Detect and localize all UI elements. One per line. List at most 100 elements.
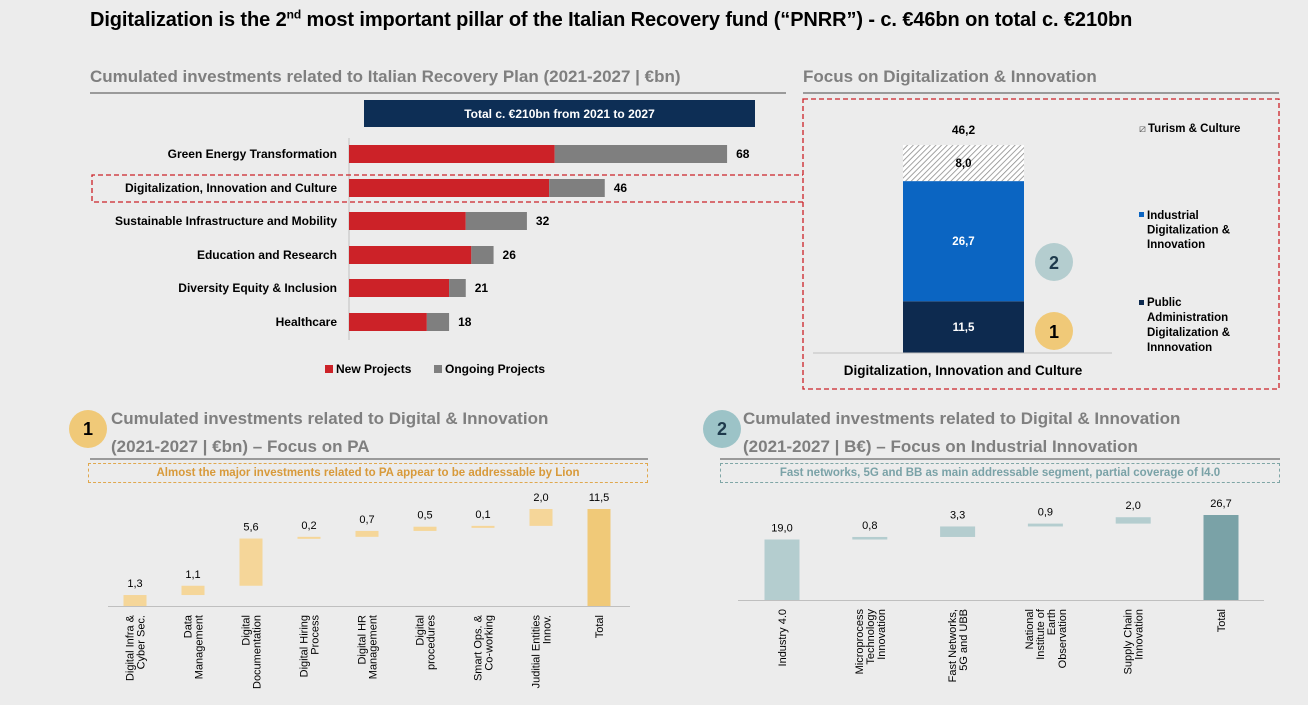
waterfall-value-label: 5,6 [243,522,258,534]
category-label-line: Total [1216,609,1228,632]
total-value-label: 68 [736,147,750,161]
bar-ongoing-projects [549,179,605,197]
waterfall-category-label: Supply ChainInnovation [1123,609,1146,674]
waterfall-category-label: MicroprocessTechnologyInnovation [854,609,888,675]
waterfall-value-label: 1,1 [185,569,200,581]
bar-new-projects [349,145,555,163]
category-label-line: Co-working [484,615,496,671]
waterfall-bar [764,539,800,600]
category-label: Digitalization, Innovation and Culture [125,181,337,195]
waterfall-value-label: 1,3 [127,578,142,590]
waterfall-category-label: DigitalDocumentation [241,615,264,689]
legend-marker-turism: ⧄ [1139,123,1146,135]
category-label-line: Innovation [1134,609,1146,660]
left-section-rule [90,92,786,94]
legend-swatch-ongoing [434,365,442,373]
waterfall-value-label: 2,0 [1126,500,1141,512]
legend-label-industrial: Digitalization & [1147,225,1230,237]
waterfall-category-label: NationalInstitute ofEarthObservation [1024,608,1069,668]
total-banner-label: Total c. €210bn from 2021 to 2027 [464,107,655,121]
industrial-section-title: Cumulated investments related to Digital… [743,405,1180,461]
waterfall-category-label: Total [1216,609,1228,632]
total-value-label: 32 [536,214,550,228]
legend-label-new: New Projects [336,362,412,376]
focus-dashed-frame [802,98,1280,390]
waterfall-value-label: 19,0 [771,523,792,535]
waterfall-category-label: Digitalprocedures [415,615,438,671]
waterfall-bar [239,538,263,586]
total-banner [364,100,755,127]
category-label-line: Process [310,615,322,655]
category-label-line: Digital Infra & [125,614,137,681]
total-value-label: 21 [475,281,489,295]
category-label-line: Technology [865,609,877,665]
category-label-line: Innovation [876,609,888,660]
waterfall-category-label: Juditial EntitiesInnov. [531,615,554,689]
right-section-title: Focus on Digitalization & Innovation [803,67,1097,86]
category-label-line: Digital [415,615,427,646]
waterfall-value-label: 11,5 [589,492,610,504]
category-label-line: Digital [241,615,253,646]
category-label-line: Documentation [252,615,264,689]
category-label-line: 5G and UBB [958,609,970,671]
category-label-line: procedures [426,615,438,671]
legend-marker-pa [1139,300,1144,305]
category-label-line: Microprocess [854,609,866,675]
section-badge-1: 1 [69,410,107,448]
right-section-rule [803,92,1279,94]
legend-label-industrial: Industrial [1147,210,1199,222]
waterfall-value-label: 26,7 [1210,498,1231,510]
waterfall-value-label: 0,1 [475,509,490,521]
category-label-line: Institute of [1035,608,1047,660]
legend-label-pa: Administration [1147,312,1228,324]
segment-public-administration [903,301,1024,353]
legend-swatch-new [325,365,333,373]
left-section-title: Cumulated investments related to Italian… [90,67,681,86]
focus-stacked-chart: 11,5 26,7 8,0 46,2 Digitalization, Innovatio… [802,98,1280,390]
section-badge-2: 2 [703,410,741,448]
category-label-line: Fast Networks, [947,609,959,682]
category-label-line: Digital Hiring [299,615,311,677]
waterfall-category-label: Fast Networks,5G and UBB [947,609,970,682]
pa-callout: Almost the major investments related to … [88,463,648,483]
bar-new-projects [349,179,550,197]
legend-label-pa: Digitalization & [1147,327,1230,339]
waterfall-bar [297,536,321,539]
bar-new-projects [349,246,472,264]
waterfall-category-label: Total [594,615,606,638]
bar-new-projects [349,212,466,230]
industrial-section-rule [720,458,1280,460]
segment-turism-culture-label: 8,0 [956,158,972,170]
pa-section-title: Cumulated investments related to Digital… [111,405,548,461]
focus-total-label: 46,2 [952,123,976,137]
bar-ongoing-projects [465,212,527,230]
highlight-dashed-box [91,174,803,203]
category-label: Education and Research [197,248,337,262]
industrial-callout: Fast networks, 5G and BB as main address… [720,463,1280,483]
bar-ongoing-projects [554,145,728,163]
bubble-2 [1035,243,1073,281]
waterfall-bar [123,595,147,606]
legend-label-turism: Turism & Culture [1148,123,1240,135]
waterfall-bar [1203,515,1239,600]
total-value-label: 46 [614,181,628,195]
waterfall-category-label: Digital HiringProcess [299,615,322,678]
industrial-title-line-2: (2021-2027 | B€) – Focus on Industrial I… [743,437,1138,456]
pnrr-bar-chart: Total c. €210bn from 2021 to 2027 Green E… [91,100,803,376]
category-label-line: Total [594,615,606,638]
waterfall-bar [1115,517,1151,524]
bar-new-projects [349,313,427,331]
waterfall-category-label: Digital HRManagement [357,615,380,679]
waterfall-bar [1027,523,1063,527]
segment-industrial-label: 26,7 [952,236,974,248]
waterfall-category-label: DataManagement [183,614,206,679]
category-label-line: Digital HR [357,615,369,665]
waterfall-bar [355,530,379,537]
waterfall-bar [471,525,495,528]
legend-label-industrial: Innovation [1147,239,1205,251]
bubble-1 [1035,312,1073,350]
waterfall-value-label: 0,5 [417,510,432,522]
pa-title-line-1: Cumulated investments related to Digital… [111,409,549,428]
category-label-line: National [1024,609,1036,649]
